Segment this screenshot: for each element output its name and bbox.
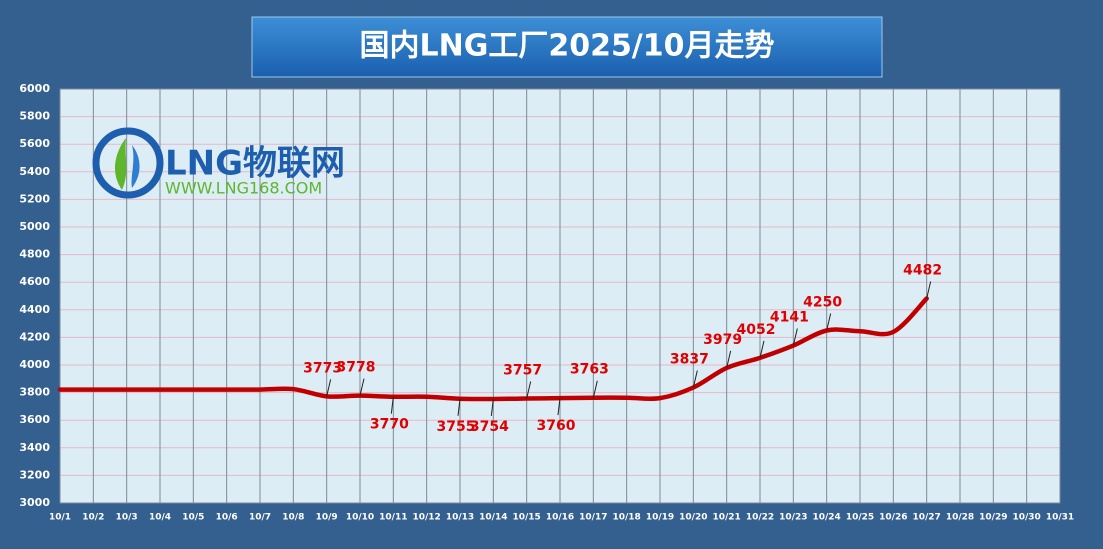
x-tick-label: 10/7 — [249, 513, 271, 523]
logo: LNG物联网 WWW.LNG168.COM — [92, 127, 345, 199]
y-tick-label: 4400 — [19, 303, 50, 316]
x-tick-label: 10/28 — [946, 513, 974, 523]
x-tick-label: 10/6 — [216, 513, 238, 523]
x-tick-label: 10/12 — [412, 513, 440, 523]
label-leader — [557, 398, 561, 416]
label-leader — [926, 281, 932, 299]
x-tick-label: 10/5 — [182, 513, 204, 523]
logo-ring — [92, 127, 164, 199]
x-tick-label: 10/29 — [979, 513, 1007, 523]
plot-border — [59, 88, 1061, 504]
logo-name: LNG物联网 — [165, 144, 345, 184]
y-tick-label: 5600 — [19, 137, 50, 150]
x-tick-label: 10/19 — [646, 513, 674, 523]
x-tick-label: 10/3 — [116, 513, 138, 523]
label-leader — [390, 396, 394, 414]
data-label: 4482 — [903, 262, 942, 278]
data-label: 4250 — [803, 295, 842, 311]
x-tick-label: 10/25 — [846, 513, 874, 523]
y-tick-label: 5000 — [19, 220, 50, 233]
y-tick-label: 3400 — [19, 441, 50, 454]
data-label: 4052 — [737, 322, 776, 338]
x-tick-label: 10/9 — [316, 513, 338, 523]
label-leader — [726, 350, 732, 369]
label-leader — [692, 370, 698, 388]
label-leader — [592, 380, 598, 398]
y-tick-label: 4800 — [19, 248, 50, 261]
x-tick-label: 10/21 — [712, 513, 740, 523]
x-tick-label: 10/10 — [346, 513, 374, 523]
y-tick-label: 3200 — [19, 468, 50, 481]
label-leader — [490, 398, 494, 417]
logo-leaf — [114, 138, 127, 190]
y-tick-label: 3600 — [19, 413, 50, 426]
x-tick-label: 10/30 — [1012, 513, 1040, 523]
label-leader — [826, 313, 832, 331]
data-label: 4141 — [770, 310, 809, 326]
data-label: 3755 — [437, 419, 476, 435]
x-tick-label: 10/15 — [512, 513, 540, 523]
x-tick-label: 10/8 — [282, 513, 304, 523]
data-label: 3837 — [670, 351, 709, 367]
data-label: 3773 — [303, 360, 342, 376]
x-tick-label: 10/13 — [446, 513, 474, 523]
data-label: 3770 — [370, 417, 409, 433]
logo-leaf — [131, 145, 140, 188]
data-label: 3754 — [470, 419, 509, 435]
data-label: 3763 — [570, 362, 609, 378]
x-tick-label: 10/20 — [679, 513, 707, 523]
y-tick-label: 3800 — [19, 386, 50, 399]
logo-url: WWW.LNG168.COM — [165, 179, 322, 198]
x-tick-label: 10/18 — [612, 513, 640, 523]
x-tick-label: 10/11 — [379, 513, 407, 523]
data-label: 3757 — [503, 363, 542, 379]
y-tick-label: 5400 — [19, 165, 50, 178]
x-tick-label: 10/4 — [149, 513, 171, 523]
x-tick-label: 10/14 — [479, 513, 507, 523]
x-tick-label: 10/2 — [82, 513, 104, 523]
x-tick-label: 10/23 — [779, 513, 807, 523]
label-leader — [359, 378, 365, 396]
y-tick-label: 3000 — [19, 496, 50, 509]
y-tick-label: 4000 — [19, 358, 50, 371]
label-leader — [759, 340, 765, 358]
y-tick-label: 5800 — [19, 110, 50, 123]
x-tick-label: 10/27 — [912, 513, 940, 523]
chart-title: 国内LNG工厂2025/10月走势 — [359, 29, 774, 64]
y-tick-label: 6000 — [19, 82, 50, 95]
x-tick-label: 10/16 — [546, 513, 574, 523]
title-box — [251, 16, 883, 78]
label-leader — [326, 379, 332, 397]
y-tick-label: 4200 — [19, 330, 50, 343]
y-tick-label: 5200 — [19, 192, 50, 205]
label-leader — [526, 381, 532, 399]
y-tick-label: 4600 — [19, 275, 50, 288]
data-label: 3760 — [537, 418, 576, 434]
label-leader — [457, 398, 461, 416]
label-leader — [792, 328, 798, 346]
x-tick-label: 10/1 — [49, 513, 71, 523]
x-tick-label: 10/31 — [1046, 513, 1074, 523]
x-tick-label: 10/22 — [746, 513, 774, 523]
x-tick-label: 10/24 — [812, 513, 840, 523]
x-tick-label: 10/17 — [579, 513, 607, 523]
x-tick-label: 10/26 — [879, 513, 907, 523]
data-label: 3778 — [337, 360, 376, 376]
data-label: 3979 — [703, 332, 742, 348]
